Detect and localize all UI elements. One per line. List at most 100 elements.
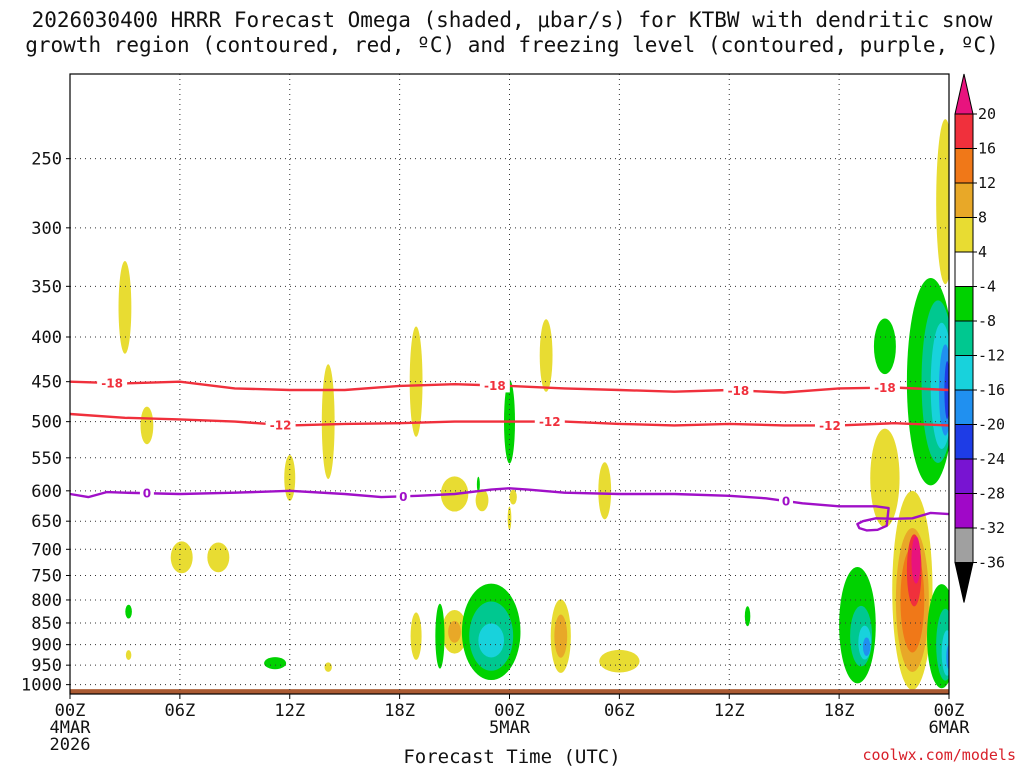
y-tick-label: 300 [31, 219, 62, 239]
contour-lines: -18 -18 -18 -18 -12 -12 -12 0 0 0 [69, 375, 950, 532]
colorbar-segment [954, 389, 974, 425]
omega-region-30 [478, 623, 505, 658]
colorbar-segment [954, 493, 974, 529]
omega-region-27 [554, 614, 568, 658]
omega-region-26 [448, 620, 461, 643]
colorbar-label: -16 [978, 381, 1005, 399]
x-tick-label: 18Z [384, 701, 415, 721]
contour-label--12: -12 [819, 419, 841, 433]
colorbar-label: 20 [978, 105, 996, 123]
y-tick-label: 400 [31, 328, 62, 348]
contour-label-0: 0 [399, 490, 407, 504]
omega-region-31 [435, 603, 445, 669]
contour-label-bg [265, 417, 296, 432]
colorbar-label: -24 [978, 450, 1005, 468]
colorbar-segment [954, 355, 974, 391]
colorbar-segment [954, 320, 974, 356]
omega-region-10 [507, 506, 512, 531]
credit-text: coolwx.com/models [862, 746, 1016, 764]
colorbar: 20 16 12 8 4 -4 -8 -12 -16 -20 -24 -28 -32 -36 [954, 73, 1005, 603]
contour-label-bg [139, 486, 154, 501]
y-tick-label: 750 [31, 566, 62, 586]
y-tick-label: 450 [31, 373, 62, 393]
colorbar-segment [954, 527, 974, 563]
omega-region-9 [509, 489, 517, 505]
y-axis-ticks: 2503003504004505005506006507007508008509… [21, 150, 70, 696]
contour-line-0 [69, 487, 950, 532]
omega-region-18 [125, 650, 132, 660]
contour-label-bg [97, 375, 128, 390]
omega-region-8 [475, 489, 489, 512]
omega-region-6 [409, 326, 423, 437]
contour-label-bg [723, 383, 754, 398]
contour-label-0: 0 [143, 487, 151, 501]
omega-region-5 [321, 364, 335, 479]
colorbar-segment [954, 217, 974, 253]
colorbar-label: -8 [978, 312, 996, 330]
omega-region-19 [870, 428, 900, 528]
omega-shading [118, 119, 949, 690]
x-tick-date: 4MAR [50, 718, 92, 738]
x-tick-label: 06Z [165, 701, 196, 721]
omega-region-13 [410, 612, 422, 660]
omega-region-3 [207, 542, 230, 573]
colorbar-label: 8 [978, 209, 987, 227]
colorbar-label: -32 [978, 519, 1005, 537]
colorbar-label: -36 [978, 554, 1005, 572]
colorbar-label: 4 [978, 243, 987, 261]
omega-region-41 [873, 318, 896, 375]
colorbar-segment [954, 182, 974, 218]
omega-region-11 [539, 319, 553, 392]
colorbar-label: -20 [978, 416, 1005, 434]
colorbar-segment [954, 286, 974, 322]
colorbar-label: -12 [978, 347, 1005, 365]
y-tick-label: 500 [31, 413, 62, 433]
x-tick-date: 6MAR [929, 718, 971, 738]
contour-label-bg [779, 494, 794, 509]
colorbar-segment [954, 424, 974, 460]
colorbar-label: -28 [978, 485, 1005, 503]
omega-region-33 [476, 476, 480, 493]
contour-label-bg [479, 378, 510, 393]
colorbar-label: -4 [978, 278, 996, 296]
colorbar-top-arrow [954, 73, 974, 115]
contour-label-bg [869, 380, 900, 395]
colorbar-segment [954, 148, 974, 184]
colorbar-label: 16 [978, 140, 996, 158]
omega-region-12 [598, 462, 612, 520]
omega-region-25 [911, 536, 921, 584]
ground-layer [70, 689, 949, 694]
y-tick-label: 650 [31, 512, 62, 532]
omega-region-34 [125, 604, 132, 619]
omega-region-0 [118, 261, 132, 354]
contour-label--12: -12 [270, 418, 292, 432]
y-tick-label: 1000 [21, 676, 62, 696]
omega-region-40 [862, 637, 871, 656]
contour-line--12 [69, 412, 950, 427]
x-tick-label: 06Z [604, 701, 635, 721]
colorbar-segment [954, 251, 974, 287]
contour-label-bg [534, 414, 565, 429]
x-axis-label: Forecast Time (UTC) [403, 746, 621, 768]
x-tick-year: 2026 [50, 735, 91, 755]
contour-label-bg [814, 418, 845, 433]
chart-title: 2026030400 HRRR Forecast Omega (shaded, … [25, 8, 999, 57]
x-tick-label: 18Z [824, 701, 855, 721]
colorbar-bottom-arrow [954, 562, 974, 603]
contour-label--12: -12 [539, 415, 561, 429]
x-tick-label: 00Z [934, 701, 965, 721]
y-tick-label: 600 [31, 482, 62, 502]
y-tick-label: 700 [31, 540, 62, 560]
contour-label--18: -18 [484, 379, 506, 393]
colorbar-segment [954, 113, 974, 149]
y-tick-label: 250 [31, 150, 62, 170]
contour-label--18: -18 [874, 381, 896, 395]
omega-region-17 [324, 662, 332, 672]
omega-region-4 [284, 455, 296, 501]
y-tick-label: 350 [31, 277, 62, 297]
y-tick-label: 900 [31, 636, 62, 656]
omega-region-36 [744, 606, 751, 627]
x-tick-date: 5MAR [489, 718, 531, 738]
